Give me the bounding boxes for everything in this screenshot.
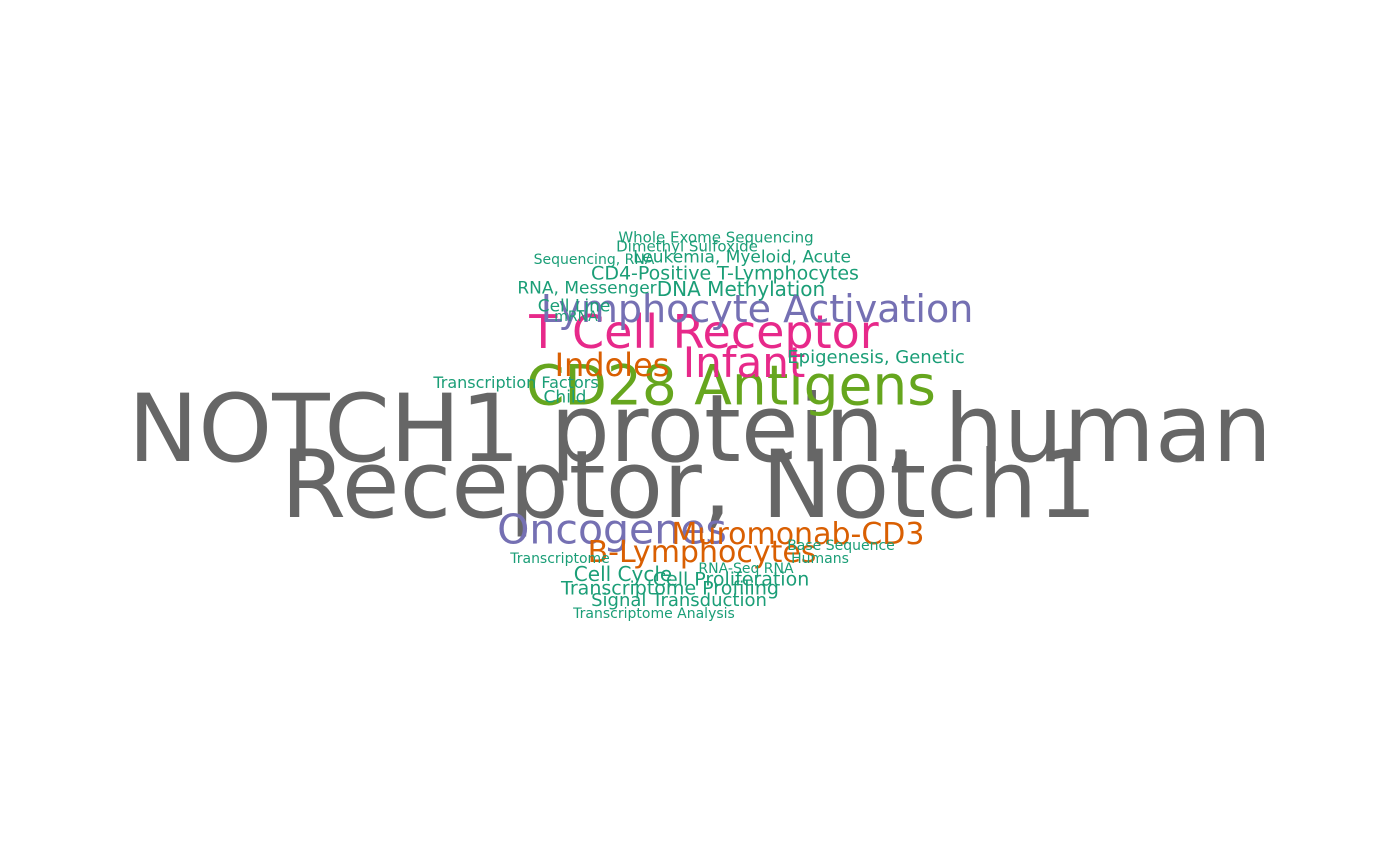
word-infant: Infant: [682, 338, 806, 387]
word-signal-transduction: Signal Transduction: [591, 590, 767, 611]
word-transcriptome-analysis: Transcriptome Analysis: [573, 606, 735, 622]
word-cell-line: Cell Line: [537, 296, 611, 317]
word-lymphocyte-activation: Lymphocyte Activation: [540, 287, 974, 331]
word-cd4-positive-t-lymphocytes: CD4-Positive T-Lymphocytes: [591, 262, 859, 285]
word-t-cell-receptor: T Cell Receptor: [529, 305, 879, 359]
word-indoles: Indoles: [554, 346, 670, 384]
word-transcriptome: Transcriptome: [510, 551, 610, 567]
word-dimethyl-sulfoxide: Dimethyl Sulfoxide: [616, 237, 758, 256]
word-whole-exome-sequencing: Whole Exome Sequencing: [618, 228, 814, 247]
word-epigenesis-genetic: Epigenesis, Genetic: [787, 347, 965, 368]
word-base-sequence: Base Sequence: [787, 538, 895, 554]
word-oncogenes: Oncogenes: [497, 505, 727, 554]
word-sequencing-rna: Sequencing, RNA: [533, 252, 655, 268]
word-cd28-antigens: CD28 Antigens: [526, 353, 936, 418]
word-transcription-factors: Transcription Factors: [433, 373, 599, 392]
word-cell-proliferation: Cell Proliferation: [652, 568, 810, 591]
word-rna-messenger: RNA, Messenger: [517, 278, 657, 299]
word-mrna: mRNA: [554, 309, 598, 325]
word-leukemia-myeloid-acute: Leukemia, Myeloid, Acute: [633, 247, 851, 268]
word-child: Child: [543, 387, 587, 408]
word-dna-methylation: DNA Methylation: [656, 277, 826, 301]
word-receptor-notch1: Receptor, Notch1: [280, 431, 1098, 540]
word-humans: Humans: [791, 551, 849, 567]
word-cell-cycle: Cell Cycle: [573, 562, 673, 586]
word-transcriptome-profiling: Transcriptome Profiling: [561, 577, 779, 600]
word-muromonab-cd3: Muromonab-CD3: [671, 517, 925, 552]
word-b-lymphocytes: B-Lymphocytes: [587, 535, 817, 570]
word-notch1-protein-human: NOTCH1 protein, human: [127, 375, 1273, 484]
word-rna-seq-rna: RNA-Seq RNA: [698, 561, 794, 577]
